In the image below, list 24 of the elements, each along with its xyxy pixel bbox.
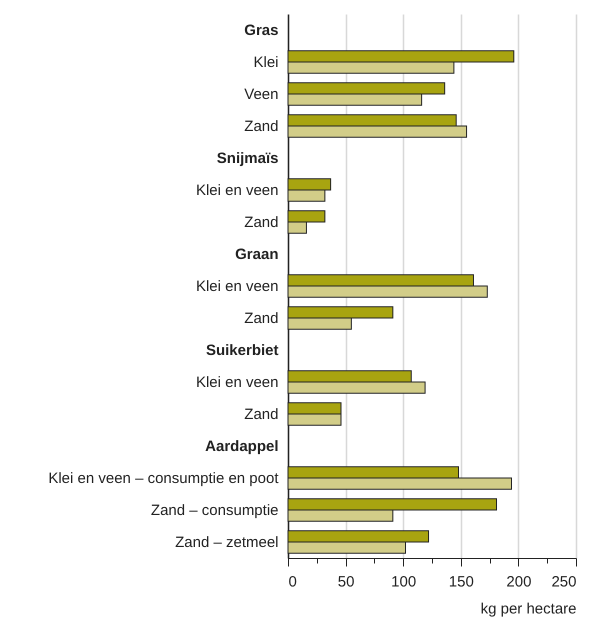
y-tick-label: Snijmaïs [216, 150, 278, 167]
y-tick-label: Veen [244, 86, 278, 103]
y-tick-label: Suikerbiet [206, 342, 278, 359]
y-tick-label: Zand [244, 118, 278, 135]
y-tick-label: Klei en veen [196, 278, 278, 295]
y-tick-label: Klei en veen [196, 374, 278, 391]
y-tick-label: Aardappel [205, 438, 278, 455]
x-tick-label: 50 [338, 574, 354, 590]
x-tick-label: 150 [448, 574, 474, 590]
y-tick-label: Klei [253, 54, 278, 71]
y-tick-label: Zand – zetmeel [175, 534, 278, 551]
y-tick-label: Zand [244, 406, 278, 423]
x-tick-label: 200 [506, 574, 532, 590]
y-tick-label: Graan [235, 246, 278, 263]
y-tick-label: Klei en veen [196, 182, 278, 199]
x-tick-label: 0 [288, 574, 297, 590]
x-tick-label: 250 [551, 574, 576, 590]
y-tick-label: Zand – consumptie [150, 502, 278, 519]
y-tick-label: Gras [244, 22, 278, 39]
y-tick-label: Zand [244, 310, 278, 327]
x-tick-label: 100 [391, 574, 416, 590]
y-tick-label: Klei en veen – consumptie en poot [48, 470, 280, 487]
y-tick-label: Zand [244, 214, 278, 231]
x-axis-title: kg per hectare [480, 600, 576, 618]
